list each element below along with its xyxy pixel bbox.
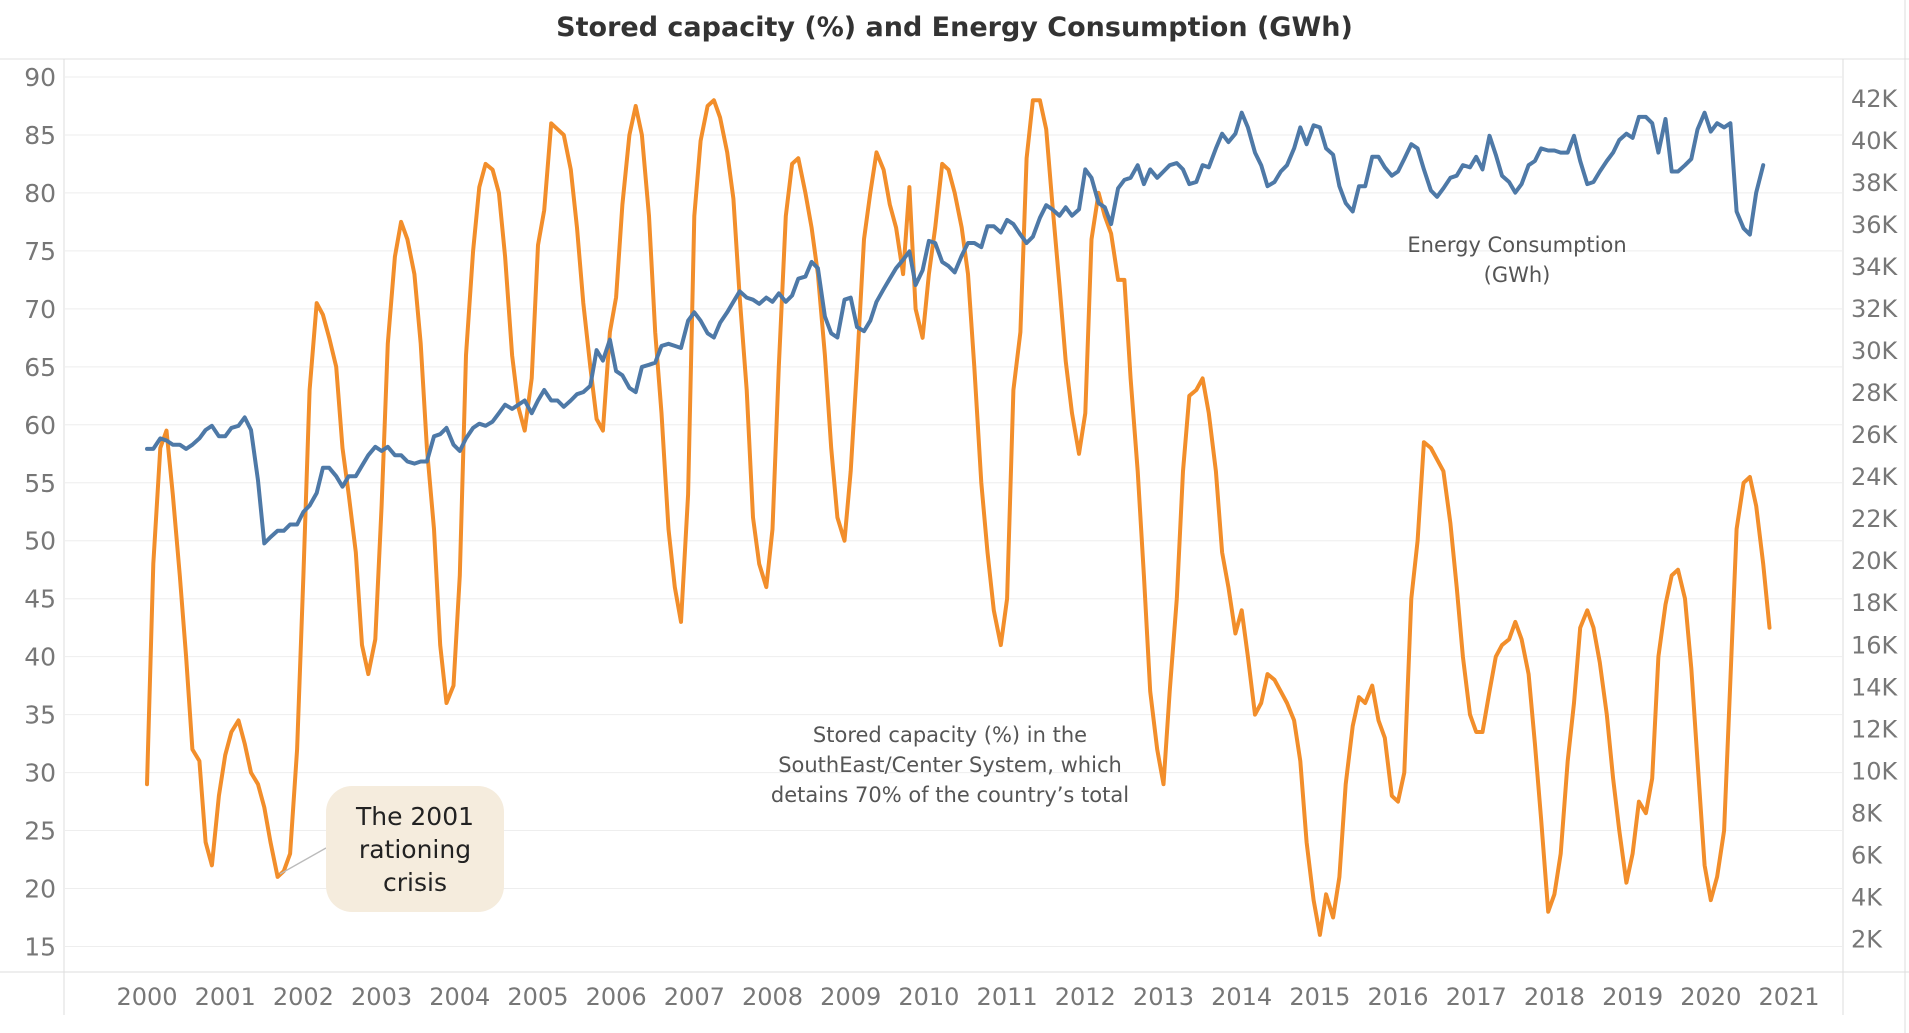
x-tick-label: 2019: [1602, 983, 1663, 1011]
right-tick-label: 20K: [1851, 547, 1899, 575]
right-tick-label: 10K: [1851, 757, 1899, 785]
x-tick-label: 2002: [273, 983, 334, 1011]
right-tick-label: 32K: [1851, 295, 1899, 323]
left-tick-label: 25: [24, 817, 56, 846]
left-tick-label: 15: [24, 932, 56, 961]
right-tick-label: 8K: [1851, 799, 1883, 827]
right-tick-label: 28K: [1851, 379, 1899, 407]
right-tick-label: 16K: [1851, 631, 1899, 659]
left-tick-label: 70: [24, 295, 56, 324]
series-layer: [145, 98, 1772, 937]
left-tick-label: 65: [24, 353, 56, 382]
x-tick-label: 2000: [116, 983, 177, 1011]
right-tick-label: 30K: [1851, 337, 1899, 365]
stored-label-line-2: SouthEast/Center System, which: [778, 753, 1122, 777]
x-tick-label: 2016: [1368, 983, 1429, 1011]
left-tick-label: 55: [24, 469, 56, 498]
energy-label-line-2: (GWh): [1483, 263, 1551, 287]
energy-series-label: Energy Consumption (GWh): [1382, 230, 1652, 290]
right-y-axis: 2K 4K 6K 8K 10K 12K 14K 16K 18K 20K 22K 24K 26K 28K 30…: [1851, 85, 1899, 953]
right-tick-label: 36K: [1851, 211, 1899, 239]
crisis-annotation-pointer: [279, 847, 327, 875]
stored-capacity-line: [145, 98, 1772, 937]
x-axis: 2000 2001 2002 2003 2004 2005 2006 2007 2008 2009…: [116, 983, 1819, 1011]
x-tick-label: 2021: [1758, 983, 1819, 1011]
right-tick-label: 12K: [1851, 715, 1899, 743]
right-tick-label: 34K: [1851, 253, 1899, 281]
left-tick-label: 75: [24, 237, 56, 266]
crisis-annotation-text: The 2001 rationing crisis: [355, 801, 475, 897]
x-tick-label: 2009: [820, 983, 881, 1011]
right-tick-label: 26K: [1851, 421, 1899, 449]
left-y-axis: 15 20 25 30 35 40 45 50 55 60 65 70 75 80 85 90: [24, 63, 56, 961]
stored-label-line-3: detains 70% of the country’s total: [770, 783, 1130, 807]
stored-series-label: Stored capacity (%) in the SouthEast/Cen…: [740, 720, 1160, 810]
right-tick-label: 42K: [1851, 85, 1899, 113]
x-tick-label: 2017: [1446, 983, 1507, 1011]
left-tick-label: 50: [24, 527, 56, 556]
left-tick-label: 60: [24, 411, 56, 440]
x-tick-label: 2015: [1289, 983, 1350, 1011]
stored-label-line-1: Stored capacity (%) in the: [812, 723, 1088, 747]
right-tick-label: 14K: [1851, 673, 1899, 701]
right-tick-label: 4K: [1851, 883, 1883, 911]
right-tick-label: 6K: [1851, 841, 1883, 869]
x-tick-label: 2004: [429, 983, 490, 1011]
x-tick-label: 2003: [351, 983, 412, 1011]
x-tick-label: 2008: [742, 983, 803, 1011]
x-tick-label: 2007: [664, 983, 725, 1011]
x-tick-label: 2001: [195, 983, 256, 1011]
x-tick-label: 2020: [1680, 983, 1741, 1011]
left-tick-label: 20: [24, 875, 56, 904]
crisis-annotation: The 2001 rationing crisis: [326, 786, 504, 912]
left-tick-label: 85: [24, 121, 56, 150]
x-tick-label: 2014: [1211, 983, 1272, 1011]
x-tick-label: 2013: [1133, 983, 1194, 1011]
left-tick-label: 80: [24, 179, 56, 208]
right-tick-label: 38K: [1851, 169, 1899, 197]
x-tick-label: 2018: [1524, 983, 1585, 1011]
x-tick-label: 2006: [586, 983, 647, 1011]
left-tick-label: 40: [24, 643, 56, 672]
right-tick-label: 24K: [1851, 463, 1899, 491]
x-tick-label: 2012: [1055, 983, 1116, 1011]
right-tick-label: 40K: [1851, 127, 1899, 155]
energy-label-line-1: Energy Consumption: [1407, 233, 1627, 257]
left-tick-label: 35: [24, 701, 56, 730]
x-tick-label: 2011: [977, 983, 1038, 1011]
left-tick-label: 30: [24, 759, 56, 788]
x-tick-label: 2005: [507, 983, 568, 1011]
chart-title: Stored capacity (%) and Energy Consumpti…: [556, 12, 1353, 43]
left-tick-label: 45: [24, 585, 56, 614]
right-tick-label: 2K: [1851, 925, 1883, 953]
right-tick-label: 22K: [1851, 505, 1899, 533]
right-tick-label: 18K: [1851, 589, 1899, 617]
x-tick-label: 2010: [898, 983, 959, 1011]
left-tick-label: 90: [24, 63, 56, 92]
energy-consumption-line: [145, 110, 1766, 546]
